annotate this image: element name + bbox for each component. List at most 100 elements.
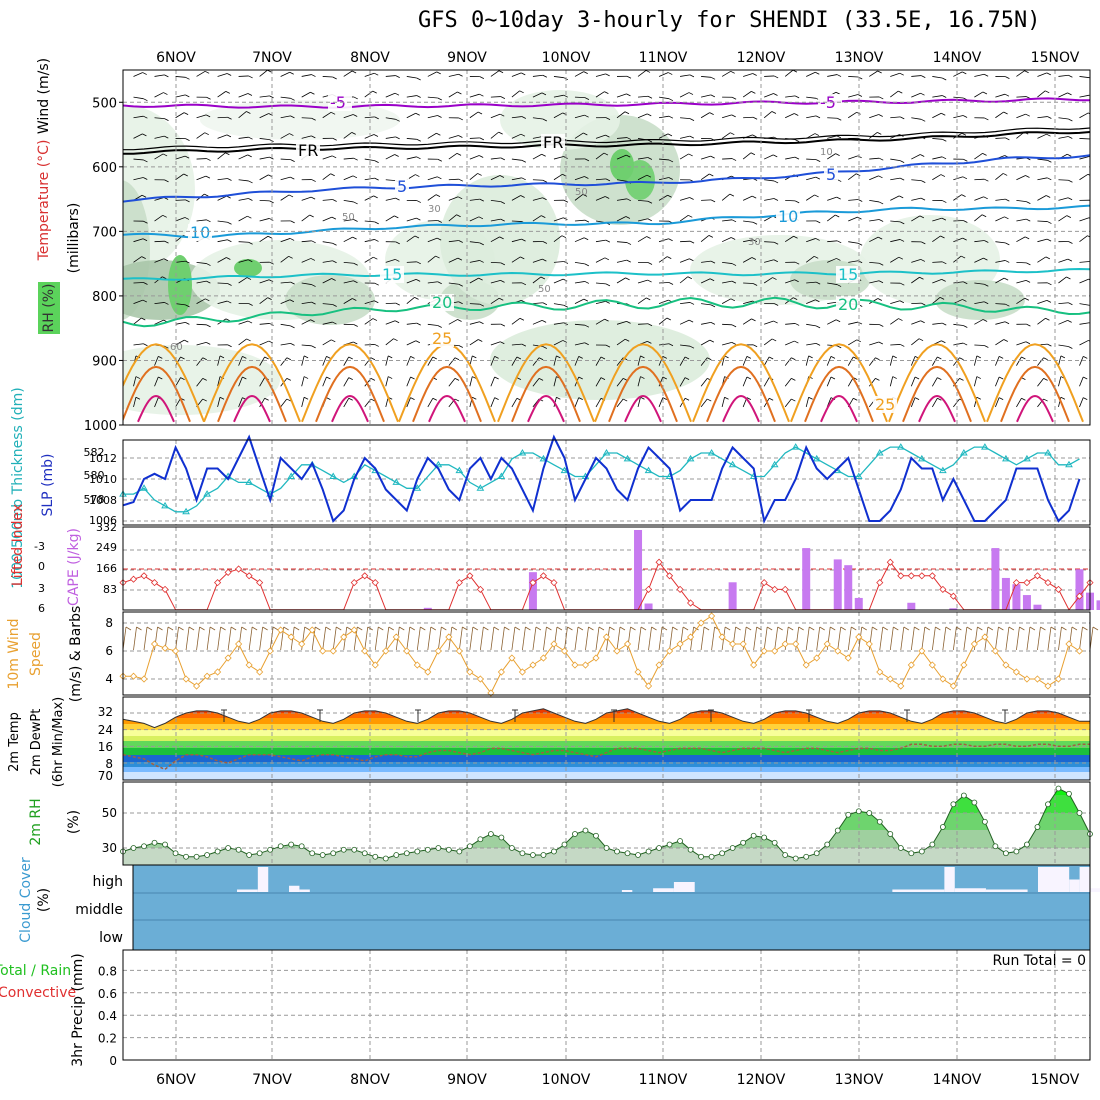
wind-barb: [616, 338, 626, 346]
wind-barb: [877, 70, 882, 74]
rh-point: [351, 846, 358, 853]
wind-barb: [953, 237, 963, 243]
wind-barb: [941, 340, 946, 344]
wind-barb: [511, 317, 521, 325]
wind-barb: [204, 70, 210, 74]
wind-barb: [272, 626, 279, 631]
wind-barb: [206, 96, 211, 100]
wind-barb: [290, 220, 295, 224]
wind-barb: [1037, 90, 1046, 98]
wind-barb: [595, 178, 606, 181]
wind-barb: [659, 282, 670, 284]
wind-barb: [721, 132, 731, 139]
cloud-tick: high: [92, 874, 123, 890]
wind-barb: [1088, 340, 1090, 342]
wind-barb: [689, 258, 694, 262]
wind-tick: 6: [105, 644, 113, 658]
wind-speed-point: [687, 633, 695, 641]
wind-barb: [217, 397, 221, 408]
wind-barb: [684, 397, 690, 401]
day-label-bottom: 10NOV: [542, 1072, 591, 1088]
wind-barb: [795, 261, 800, 265]
wind-barb: [162, 153, 168, 157]
wind-barb: [141, 194, 147, 198]
wind-barb: [351, 70, 357, 74]
wind-barb: [225, 318, 231, 322]
wind-barb: [238, 111, 247, 119]
wind-barb: [616, 357, 624, 366]
wind-barb: [742, 318, 752, 325]
rh-shade: [610, 149, 634, 181]
wind-barb: [196, 175, 207, 181]
wind-barb: [861, 626, 867, 631]
wind-barb: [722, 323, 733, 326]
wind-barb: [721, 397, 725, 408]
wind-barb: [1026, 626, 1031, 651]
wind-barb: [332, 260, 337, 264]
wind-barb: [143, 220, 148, 224]
cloud-high-block: [985, 889, 1028, 892]
wind-barb: [217, 300, 228, 305]
wind-barb: [794, 139, 800, 142]
wind-barb: [154, 376, 159, 387]
wind-barb: [430, 626, 437, 631]
wind-barb: [658, 376, 664, 387]
wind-barb: [348, 397, 353, 401]
wind-barb: [995, 277, 1005, 284]
contour-label: 15: [382, 265, 402, 284]
page-title: GFS 0~10day 3-hourly for SHENDI (33.5E, …: [418, 8, 1041, 33]
wind-barb: [1016, 218, 1027, 222]
axis-label-temp: (6hr Min/Max): [51, 697, 66, 787]
wind-barb: [479, 155, 484, 158]
rh-band: [123, 788, 1090, 795]
wind-barb: [931, 626, 936, 651]
wind-barb: [1037, 133, 1047, 139]
wind-barb: [521, 177, 526, 181]
wind-barb: [1016, 236, 1026, 243]
wind-barb: [584, 158, 590, 162]
wind-tick: 4: [105, 672, 113, 686]
wind-barb: [332, 626, 337, 651]
wind-barb: [995, 376, 1000, 387]
wind-barb: [448, 378, 456, 387]
wind-barb: [785, 113, 795, 119]
wind-barb: [448, 178, 459, 181]
wind-barb: [814, 133, 820, 136]
wind-barb: [521, 238, 526, 242]
wind-barb: [378, 626, 384, 631]
wind-barb: [364, 220, 375, 223]
rh-label: 10: [820, 147, 833, 158]
wind-barb: [942, 77, 947, 81]
thickness-point: [981, 443, 989, 450]
wind-barb: [280, 299, 291, 305]
cape-tick: 249: [96, 541, 117, 554]
wind-barb: [878, 114, 883, 117]
wind-barb: [196, 70, 206, 77]
wind-barb: [835, 153, 840, 156]
wind-barb: [175, 339, 185, 346]
wind-barb: [680, 302, 691, 305]
wind-barb: [141, 317, 146, 321]
contour-label-bg: [836, 296, 860, 313]
wind-barb: [962, 342, 968, 346]
wind-barb: [1025, 341, 1031, 345]
wind-barb: [532, 92, 543, 98]
wind-barb: [816, 626, 821, 651]
li-point: [655, 558, 663, 566]
wind-barb: [247, 320, 253, 324]
wind-barb: [454, 398, 460, 402]
wind-barb: [1079, 376, 1084, 387]
wind-speed-point: [350, 626, 358, 634]
rh-point: [750, 832, 757, 839]
temp-line: [122, 708, 1090, 729]
wind-barb: [648, 626, 652, 651]
wind-barb: [710, 304, 716, 308]
wind-barb: [605, 301, 610, 304]
wind-barb: [806, 158, 817, 160]
wind-barb: [469, 173, 478, 181]
wind-barb: [238, 179, 249, 182]
wind-barb: [658, 133, 669, 139]
wind-barb: [973, 376, 978, 387]
wind-barb: [511, 195, 521, 201]
wind-barb: [995, 241, 1006, 244]
